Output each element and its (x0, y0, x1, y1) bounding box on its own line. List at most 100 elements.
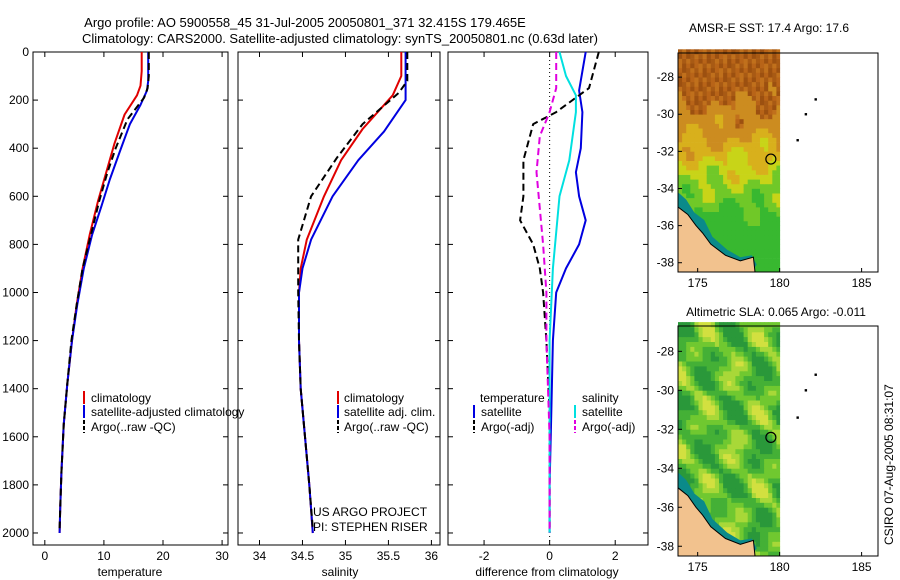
sla-map-cell (735, 517, 740, 523)
sst-map-cell (686, 156, 691, 161)
sla-map-cell (694, 390, 699, 396)
sla-map-cell (739, 443, 744, 450)
sst-map-cell (735, 72, 740, 78)
sst-map-cell (735, 118, 740, 124)
sla-map-cell (776, 439, 781, 445)
sst-map-cell (747, 169, 753, 175)
sla-map-cell (755, 473, 761, 479)
sla-map-cell (686, 346, 691, 352)
sst-map-cell (710, 211, 716, 217)
sst-map-cell (743, 109, 749, 115)
sla-map-cell (682, 336, 687, 342)
sst-map-cell (694, 91, 699, 96)
sst-map-cell (731, 174, 736, 180)
sla-map-cell (710, 351, 716, 357)
sla-map-cell (735, 478, 740, 484)
sla-map-cell (678, 409, 683, 416)
sst-map-cell (751, 86, 757, 92)
sst-map-cell (723, 160, 728, 166)
sst-map-cell (694, 211, 699, 217)
sst-map-cell (694, 137, 699, 143)
sst-map-cell (747, 174, 753, 180)
sst-map-cell (735, 244, 740, 250)
sla-map-cell (755, 414, 761, 420)
sst-map-cell (690, 105, 695, 110)
sst-map-cell (739, 188, 744, 194)
sla-map-cell (776, 487, 781, 494)
sla-map-cell (727, 370, 732, 377)
sla-map-cell (719, 424, 724, 430)
sst-map-cell (723, 132, 728, 138)
sst-map-cell (723, 53, 728, 59)
sla-map-cell (727, 380, 732, 386)
sla-map-cell (719, 390, 724, 396)
sst-map-cell (702, 197, 708, 203)
depth-tick-label: 0 (22, 45, 29, 59)
sst-map-cell (768, 109, 773, 115)
sla-map-xtick-label: 185 (852, 560, 872, 574)
sla-map-cell (698, 419, 703, 425)
sst-map-cell (747, 225, 753, 231)
sla-map-cell (710, 458, 716, 464)
sst-map-cell (719, 183, 724, 189)
sla-map-cell (686, 366, 691, 372)
sst-map-cell (698, 202, 703, 208)
sla-map-cell (768, 439, 773, 445)
sst-map-cell (776, 123, 781, 129)
sst-map-cell (714, 165, 720, 171)
sla-map-cell (710, 375, 716, 381)
sla-map-cell (710, 468, 716, 474)
sla-map-cell (776, 409, 781, 416)
sst-map-cell (678, 118, 683, 124)
sst-map-cell (776, 128, 781, 134)
sla-map-cell (739, 331, 744, 338)
sla-map-cell (776, 419, 781, 425)
sla-map-cell (768, 409, 773, 416)
sla-map-cell (776, 463, 781, 469)
sla-map-cell (776, 390, 781, 396)
sst-map-cell (727, 86, 732, 92)
sst-map-cell (727, 123, 732, 129)
sst-map-cell (690, 72, 695, 78)
sst-map-cell (747, 221, 753, 226)
sla-map-cell (706, 468, 712, 474)
sla-map-cell (723, 419, 728, 425)
sla-map-cell (755, 331, 761, 338)
sla-map-cell (706, 492, 712, 498)
sst-map-cell (776, 221, 781, 226)
sst-map-cell (768, 100, 773, 106)
sla-map-cell (735, 463, 740, 469)
sla-map-cell (698, 336, 703, 342)
sla-map-cell (706, 424, 712, 430)
sla-map-cell (702, 380, 708, 386)
sst-map-cell (747, 197, 753, 203)
sla-map-cell (731, 370, 736, 377)
sst-map-cell (755, 179, 761, 185)
side-stamp: CSIRO 07-Aug-2005 08:31:07 (882, 384, 896, 545)
sst-map-cell (727, 156, 732, 161)
sla-map-cell (755, 419, 761, 425)
sla-map-cell (751, 482, 757, 489)
sla-map-cell (690, 424, 695, 430)
sla-map-cell (743, 327, 749, 333)
sst-map-cell (735, 160, 740, 166)
sla-map-cell (776, 541, 781, 547)
sst-map-cell (739, 72, 744, 78)
sst-map-cell (772, 72, 777, 78)
sla-map-cell (768, 463, 773, 469)
sst-map-cell (768, 146, 773, 152)
sla-map-cell (751, 400, 757, 406)
sst-map-cell (710, 151, 716, 157)
sla-map-cell (690, 366, 695, 372)
sst-map-cell (678, 100, 683, 106)
sst-map-cell (768, 105, 773, 110)
sla-map-cell (739, 531, 744, 537)
sst-map-cell (686, 132, 691, 138)
sst-map-cell (772, 253, 777, 259)
sst-map-cell (727, 132, 732, 138)
sst-map-cell (739, 49, 744, 55)
sst-map-cell (776, 179, 781, 185)
sla-map-cell (678, 356, 683, 362)
sst-map-cell (678, 156, 683, 161)
sla-map-cell (731, 463, 736, 469)
